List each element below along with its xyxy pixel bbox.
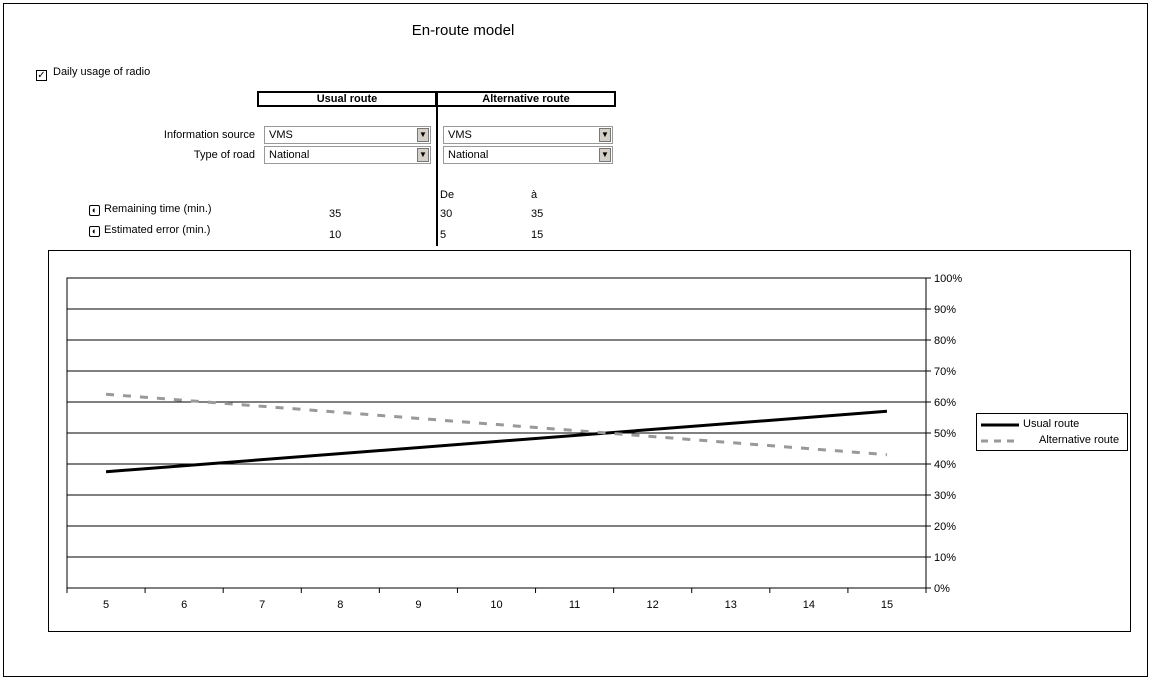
chevron-down-icon[interactable]: ▼ — [599, 148, 611, 162]
y-tick-label: 40% — [934, 459, 956, 471]
remaining-time-from-value: 30 — [440, 208, 453, 220]
usual-road-type-select[interactable]: National ▼ — [264, 146, 431, 164]
alternative-road-type-value: National — [448, 149, 489, 161]
remaining-time-label: Remaining time (min.) — [104, 203, 212, 215]
x-tick-label: 6 — [181, 599, 187, 611]
estimated-error-usual-value: 10 — [329, 229, 342, 241]
y-tick-label: 50% — [934, 428, 956, 440]
range-from-header: De — [440, 189, 455, 201]
x-tick-label: 10 — [490, 599, 502, 611]
estimated-error-label: Estimated error (min.) — [104, 224, 211, 236]
legend-swatches — [981, 423, 1019, 443]
chart-area: 0% 10% 20% 30% 40% 50% 60% 70% 80% 90% 100% 5 6 7 8 9 10… — [48, 250, 1131, 632]
y-tick-label: 30% — [934, 490, 956, 502]
y-tick-label: 70% — [934, 366, 956, 378]
column-divider — [436, 91, 438, 246]
range-to-header: à — [531, 189, 538, 201]
chevron-down-icon[interactable]: ▼ — [599, 128, 611, 142]
y-tick-label: 60% — [934, 397, 956, 409]
remaining-time-spinner-icon[interactable]: ◐ — [89, 205, 100, 216]
y-tick-label: 80% — [934, 335, 956, 347]
alternative-information-source-value: VMS — [448, 129, 472, 141]
page-frame — [3, 3, 1148, 677]
remaining-time-usual-value: 35 — [329, 208, 342, 220]
chevron-down-icon[interactable]: ▼ — [417, 148, 429, 162]
remaining-time-to-value: 35 — [531, 208, 544, 220]
x-tick-label: 11 — [569, 599, 580, 611]
series-line-usual-route — [105, 409, 888, 474]
chevron-down-icon[interactable]: ▼ — [417, 128, 429, 142]
estimated-error-from-value: 5 — [440, 229, 447, 241]
y-tick-label: 90% — [934, 304, 956, 316]
legend-label-usual: Usual route — [1023, 418, 1080, 430]
x-tick-label: 13 — [725, 599, 737, 611]
usual-road-type-value: National — [269, 149, 310, 161]
legend-label-alternative: Alternative route — [1039, 434, 1120, 446]
y-tick-label: 10% — [934, 552, 956, 564]
alternative-road-type-select[interactable]: National ▼ — [443, 146, 613, 164]
daily-radio-label: Daily usage of radio — [53, 66, 151, 78]
alternative-information-source-select[interactable]: VMS ▼ — [443, 126, 613, 144]
y-tick-label: 100% — [934, 273, 962, 285]
x-tick-label: 7 — [259, 599, 265, 611]
usual-information-source-select[interactable]: VMS ▼ — [264, 126, 431, 144]
estimated-error-spinner-icon[interactable]: ◐ — [89, 226, 100, 237]
daily-radio-checkbox[interactable]: ✓ — [36, 70, 47, 81]
y-tick-label: 0% — [934, 583, 950, 595]
information-source-label: Information source — [163, 129, 255, 141]
type-of-road-label: Type of road — [193, 149, 255, 161]
x-tick-label: 8 — [337, 599, 343, 611]
x-tick-label: 14 — [803, 599, 815, 611]
series-line-alternative-route — [105, 392, 888, 457]
page-title: En-route model — [411, 22, 515, 39]
x-tick-label: 9 — [415, 599, 421, 611]
alternative-route-header: Alternative route — [436, 91, 616, 107]
x-tick-label: 15 — [881, 599, 893, 611]
x-tick-label: 5 — [103, 599, 109, 611]
x-tick-label: 12 — [647, 599, 659, 611]
estimated-error-to-value: 15 — [531, 229, 544, 241]
usual-route-header: Usual route — [257, 91, 437, 107]
line-chart: 0% 10% 20% 30% 40% 50% 60% 70% 80% 90% 100% 5 6 7 8 9 10… — [66, 273, 962, 611]
usual-information-source-value: VMS — [269, 129, 293, 141]
chart-legend: Usual route Alternative route — [976, 413, 1128, 451]
y-tick-label: 20% — [934, 521, 956, 533]
